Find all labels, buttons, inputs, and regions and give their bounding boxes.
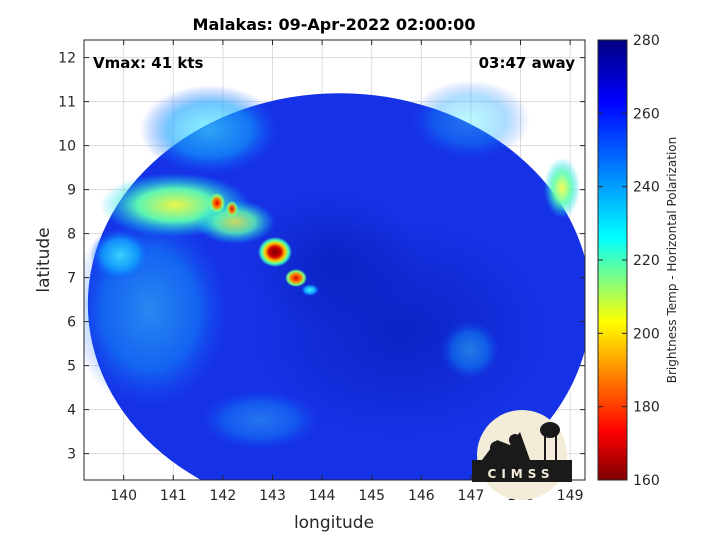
x-tick-label: 145: [358, 488, 385, 504]
y-tick-label: 7: [67, 271, 76, 287]
warm-band-west-3: [90, 229, 150, 281]
swath-light-region: [84, 210, 230, 410]
cold-core-1: [258, 237, 292, 267]
logo-text: CIMSS: [488, 467, 555, 481]
x-tick-label: 146: [408, 488, 435, 504]
y-tick-label: 3: [67, 447, 76, 463]
swath-dark-region-2: [240, 190, 420, 330]
y-axis-label: latitude: [34, 227, 54, 292]
colorbar-tick-label: 260: [633, 106, 660, 122]
x-tick-label: 149: [557, 488, 584, 504]
vmax-label: Vmax: 41 kts: [93, 54, 203, 72]
y-tick-label: 12: [58, 51, 76, 67]
colorbar-tick-label: 160: [633, 473, 660, 489]
y-tick-label: 11: [58, 95, 76, 111]
y-axis: 3 4 5 6 7 8 9 10 11 12: [58, 51, 585, 463]
colorbar-tick-label: 180: [633, 400, 660, 416]
map-title: Malakas: 09-Apr-2022 02:00:00: [193, 15, 476, 34]
colorbar-tick-label: 220: [633, 253, 660, 269]
satellite-swath: [84, 80, 585, 480]
swath-light-region-4: [200, 390, 320, 450]
x-tick-label: 147: [458, 488, 485, 504]
axes-frame: [83, 39, 586, 481]
y-tick-label: 8: [67, 227, 76, 243]
cimss-logo: CIMSS: [472, 410, 572, 500]
swath-light-region-2: [140, 85, 280, 175]
cold-core-3: [209, 193, 225, 213]
radar-dish-icon: [490, 441, 504, 455]
x-tick-label: 143: [259, 488, 286, 504]
x-tick-label: 140: [110, 488, 137, 504]
warm-patch-east: [544, 158, 580, 218]
y-tick-label: 5: [67, 359, 76, 375]
cold-core-2: [285, 269, 307, 287]
y-tick-label: 4: [67, 403, 76, 419]
y-tick-label: 6: [67, 315, 76, 331]
colorbar-tick-label: 280: [633, 33, 660, 49]
y-tick-label: 9: [67, 183, 76, 199]
colorbar-tick-label: 240: [633, 180, 660, 196]
swath-light-region-3: [410, 80, 530, 160]
x-tick-label: 141: [160, 488, 187, 504]
swath-light-region-5: [440, 320, 500, 380]
cold-core-5: [301, 284, 319, 296]
y-tick-label: 10: [58, 139, 76, 155]
colorbar-ticks: 160 180 200 220 240 260 280: [598, 33, 660, 489]
x-tick-label: 144: [309, 488, 336, 504]
x-tick-label: 142: [210, 488, 237, 504]
colorbar-tick-label: 200: [633, 326, 660, 342]
water-tower-icon: [540, 422, 560, 438]
x-axis-label: longitude: [294, 513, 374, 533]
time-away-label: 03:47 away: [479, 54, 576, 72]
colorbar-label: Brightness Temp - Horizontal Polarizatio…: [665, 137, 679, 384]
cold-core-4: [226, 201, 238, 217]
